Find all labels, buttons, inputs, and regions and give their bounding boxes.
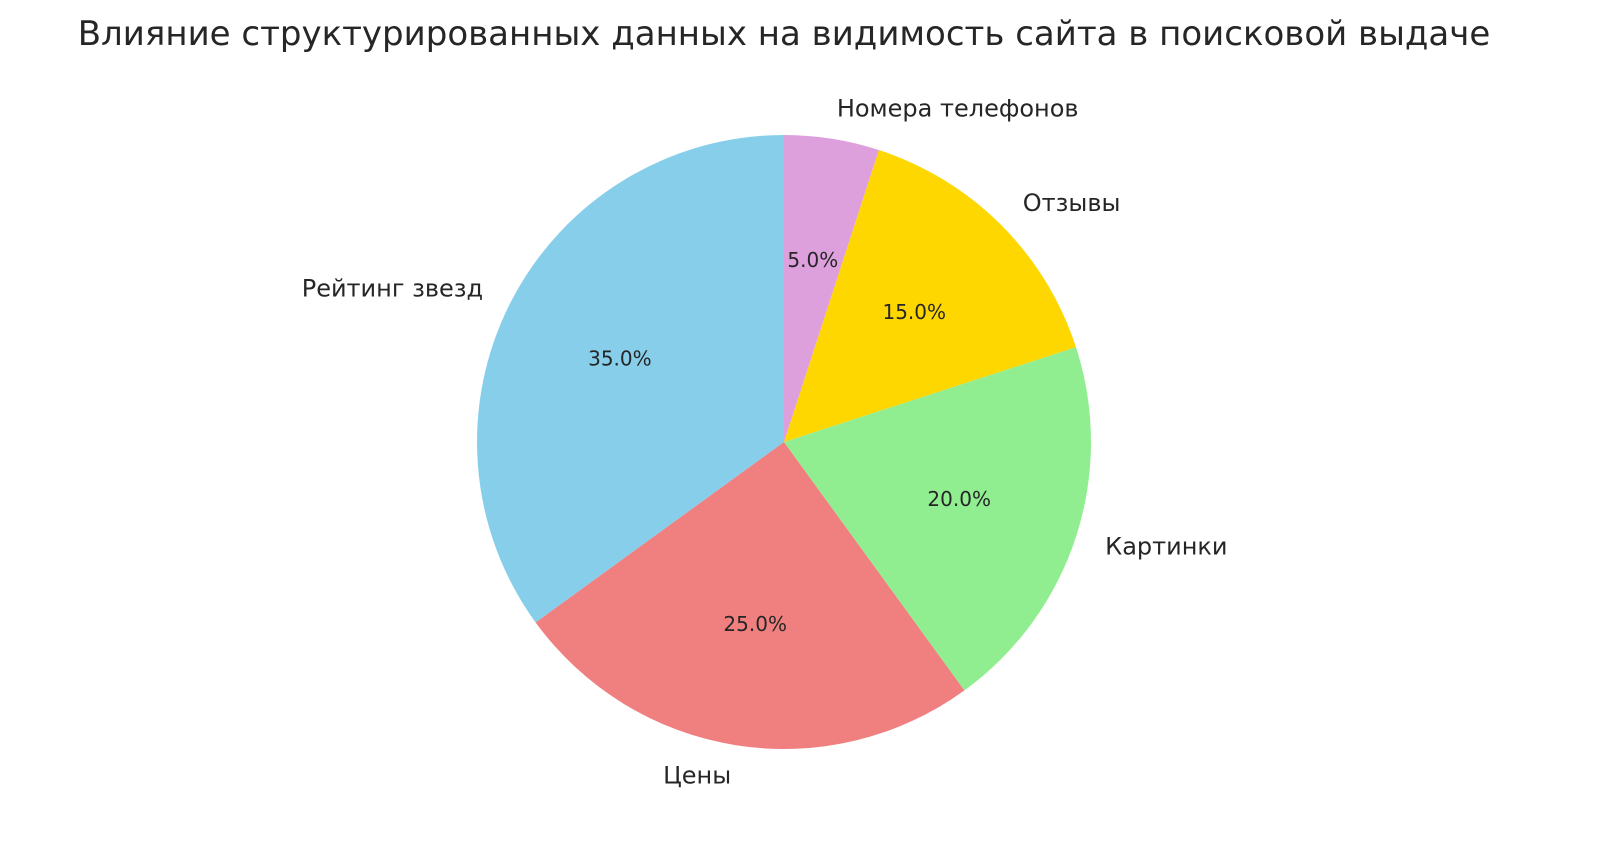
slice-percent-label: 5.0%	[787, 248, 838, 272]
pie-slice	[784, 150, 1076, 443]
chart-title: Влияние структурированных данных на види…	[78, 14, 1491, 54]
pie-slice	[784, 347, 1091, 691]
slice-percent-label: 20.0%	[927, 487, 991, 511]
pie-slice	[535, 442, 965, 749]
slice-percent-label: 25.0%	[723, 612, 787, 636]
slice-percent-label: 15.0%	[882, 300, 946, 324]
slice-label: Номера телефонов	[837, 94, 1079, 122]
slice-label: Рейтинг звезд	[302, 275, 483, 303]
slice-label: Картинки	[1105, 532, 1227, 560]
pie-slice	[476, 135, 784, 623]
pie-slice	[784, 135, 879, 442]
slice-label: Цены	[663, 762, 731, 790]
slice-percent-label: 35.0%	[588, 346, 652, 370]
slice-label: Отзывы	[1023, 189, 1121, 217]
